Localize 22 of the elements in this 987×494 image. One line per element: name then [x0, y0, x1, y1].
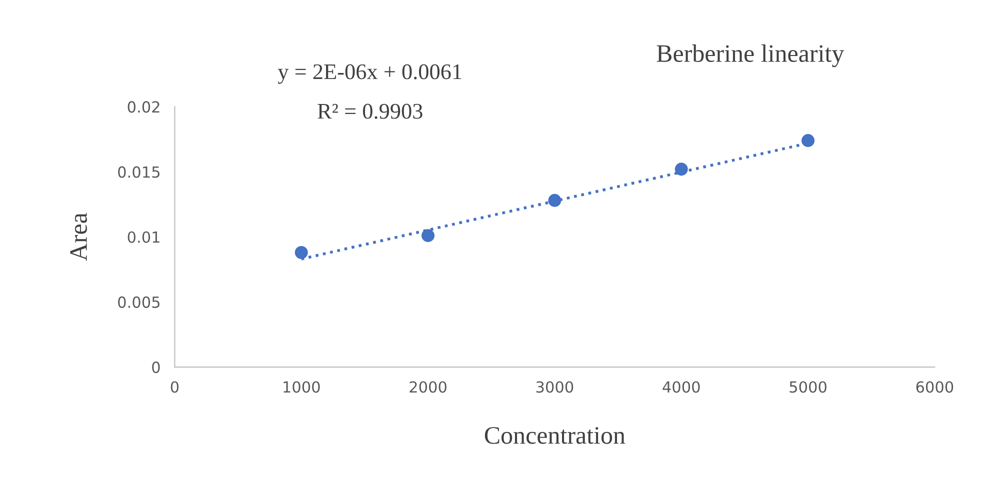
x-tick-label: 3000 — [536, 381, 574, 393]
y-axis-title: Area — [70, 212, 87, 261]
text: y = 2E-06x + 0.0061 — [278, 64, 462, 84]
y-tick-label: 0.005 — [118, 296, 160, 308]
x-tick-label: 0 — [170, 381, 179, 393]
y-tick-label: 0.015 — [118, 166, 160, 178]
point — [548, 194, 562, 207]
chart-title: Berberine linearity — [656, 44, 844, 68]
point — [294, 246, 308, 259]
point — [802, 134, 815, 148]
point — [422, 229, 435, 242]
x-tick-label: 6000 — [916, 381, 954, 393]
annotation: R² = 0.9903 — [318, 104, 422, 119]
x-tick-label: 2000 — [410, 381, 446, 393]
x-tick-label: 1000 — [284, 381, 320, 393]
x-tick-label: 5000 — [790, 381, 826, 393]
y-tick-label: 0.01 — [128, 231, 160, 243]
point — [674, 162, 688, 176]
y-tick-label: 0 — [152, 362, 160, 374]
x-axis-title: Concentration — [484, 427, 626, 444]
y-tick-label: 0.02 — [128, 101, 160, 113]
x-tick-label: 4000 — [662, 381, 700, 393]
